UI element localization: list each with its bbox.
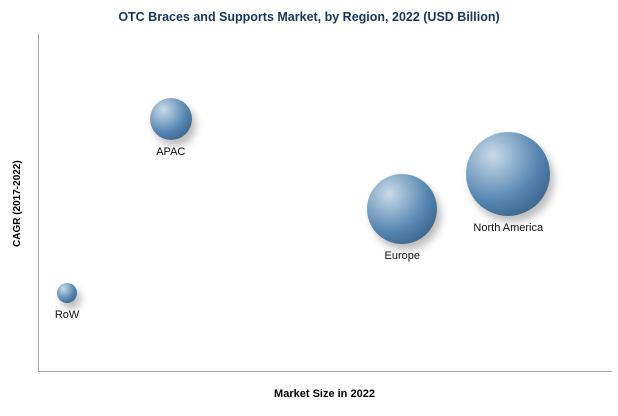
bubble-north-america — [466, 131, 551, 216]
bubble-apac — [149, 98, 192, 141]
bubble-label-north-america: North America — [473, 221, 544, 234]
bubble-europe — [367, 173, 438, 244]
bubble-row — [57, 282, 78, 303]
x-axis-label: Market Size in 2022 — [274, 388, 375, 400]
bubble-label-europe: Europe — [384, 249, 421, 262]
plot-area: RoW APAC Europe North America — [38, 34, 612, 372]
bubble-label-row: RoW — [54, 308, 80, 321]
y-axis-label: CAGR (2017-2022) — [12, 160, 23, 247]
bubble-label-apac: APAC — [156, 146, 186, 159]
chart-title: OTC Braces and Supports Market, by Regio… — [118, 10, 500, 24]
